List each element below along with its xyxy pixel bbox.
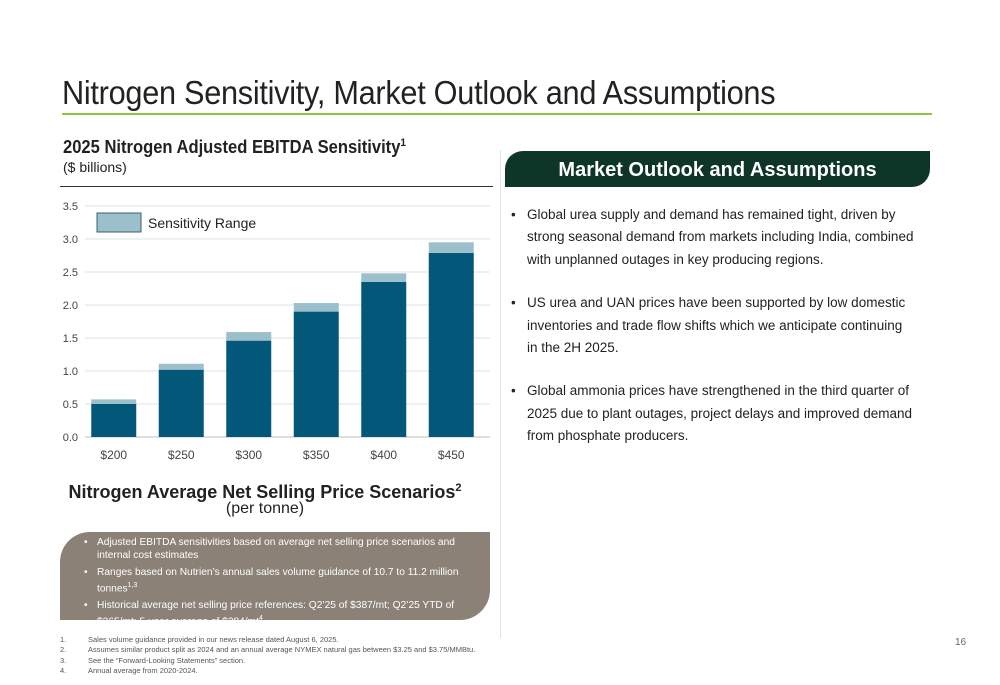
page-number: 16 <box>955 637 967 648</box>
page-title: Nitrogen Sensitivity, Market Outlook and… <box>62 74 776 111</box>
footnote-number: 4. <box>60 666 67 676</box>
chart-top-rule <box>60 186 493 187</box>
legend-label: Sensitivity Range <box>148 215 256 231</box>
outlook-bullet: US urea and UAN prices have been support… <box>511 292 916 359</box>
outlook-list: Global urea supply and demand has remain… <box>511 204 916 469</box>
chart-title-text: 2025 Nitrogen Adjusted EBITDA Sensitivit… <box>63 137 401 157</box>
notes-box: Adjusted EBITDA sensitivities based on a… <box>60 532 490 627</box>
note-text: Ranges based on Nutrien’s annual sales v… <box>97 567 459 594</box>
footnote-number: 3. <box>60 655 67 665</box>
footnotes: 1. Sales volume guidance provided in our … <box>60 635 475 677</box>
footnote-number: 2. <box>60 645 67 655</box>
y-tick-label: 2.5 <box>63 267 78 279</box>
bar-base <box>91 404 137 437</box>
legend-swatch <box>96 212 142 233</box>
x-axis-title-text: Nitrogen Average Net Selling Price Scena… <box>68 482 456 502</box>
footnote-text: Assumes similar product split as 2024 an… <box>88 645 476 655</box>
y-tick-label: 0.5 <box>63 399 78 411</box>
y-tick-label: 0.0 <box>63 432 78 444</box>
y-tick-label: 1.5 <box>63 333 78 345</box>
footnote-item: 2. Assumes similar product split as 2024 … <box>60 645 475 655</box>
footnote-text: Annual average from 2020-2024. <box>88 666 198 676</box>
chart-title-sup: 1 <box>400 137 407 149</box>
y-tick-label: 2.0 <box>63 300 78 312</box>
note-sup: 1,3 <box>127 581 138 589</box>
outlook-bullet: Global urea supply and demand has remain… <box>511 204 916 271</box>
notes-list: Adjusted EBITDA sensitivities based on a… <box>82 537 478 629</box>
y-tick-label: 1.0 <box>63 366 78 378</box>
footnote-number: 1. <box>60 635 67 644</box>
bar-base <box>158 369 204 437</box>
x-axis-subtitle: (per tonne) <box>225 500 305 517</box>
note-item: Historical average net selling price ref… <box>82 600 478 628</box>
column-divider <box>500 150 501 638</box>
bar-sensitivity-range <box>361 273 407 282</box>
footnote-item: 3. See the “Forward-Looking Statements” s… <box>60 656 475 666</box>
x-axis-title-sup: 2 <box>455 482 462 494</box>
bar-base <box>428 252 474 437</box>
bar-sensitivity-range <box>428 242 474 253</box>
bar-sensitivity-range <box>158 363 204 370</box>
footnote-item: 4. Annual average from 2020-2024. <box>60 666 475 676</box>
bar-base <box>361 281 407 437</box>
x-tick-label: $400 <box>370 448 397 462</box>
ebitda-sensitivity-chart: 0.0 0.5 1.0 1.5 2.0 2.5 3.0 3.5 $200 $250 $300 $350… <box>63 201 490 462</box>
title-rule <box>62 113 932 115</box>
footnote-item: 1. Sales volume guidance provided in our … <box>60 635 475 645</box>
x-axis-title: Nitrogen Average Net Selling Price Scena… <box>60 482 470 503</box>
note-text: Adjusted EBITDA sensitivities based on a… <box>97 537 455 561</box>
note-text: Historical average net selling price ref… <box>97 600 455 628</box>
note-item: Adjusted EBITDA sensitivities based on a… <box>82 537 478 562</box>
x-tick-label: $300 <box>235 448 262 462</box>
chart-title: 2025 Nitrogen Adjusted EBITDA Sensitivit… <box>63 137 406 158</box>
x-tick-label: $250 <box>168 448 195 462</box>
outlook-header: Market Outlook and Assumptions <box>505 151 930 187</box>
y-tick-label: 3.0 <box>63 234 78 246</box>
outlook-bullet: Global ammonia prices have strengthened … <box>511 380 916 447</box>
footnote-text: See the “Forward-Looking Statements” sec… <box>88 655 246 665</box>
bar-sensitivity-range <box>226 332 272 341</box>
x-tick-label: $350 <box>303 448 330 462</box>
bar-base <box>226 340 272 437</box>
note-item: Ranges based on Nutrien’s annual sales v… <box>82 567 478 595</box>
x-tick-label: $200 <box>100 448 127 462</box>
bar-sensitivity-range <box>293 303 339 312</box>
y-tick-label: 3.5 <box>63 201 78 213</box>
bar-sensitivity-range <box>91 399 137 404</box>
footnote-text: Sales volume guidance provided in our ne… <box>88 635 339 644</box>
bar-base <box>293 311 339 437</box>
x-tick-label: $450 <box>438 448 465 462</box>
chart-subtitle: ($ billions) <box>63 159 127 175</box>
note-sup: 4 <box>258 614 263 622</box>
